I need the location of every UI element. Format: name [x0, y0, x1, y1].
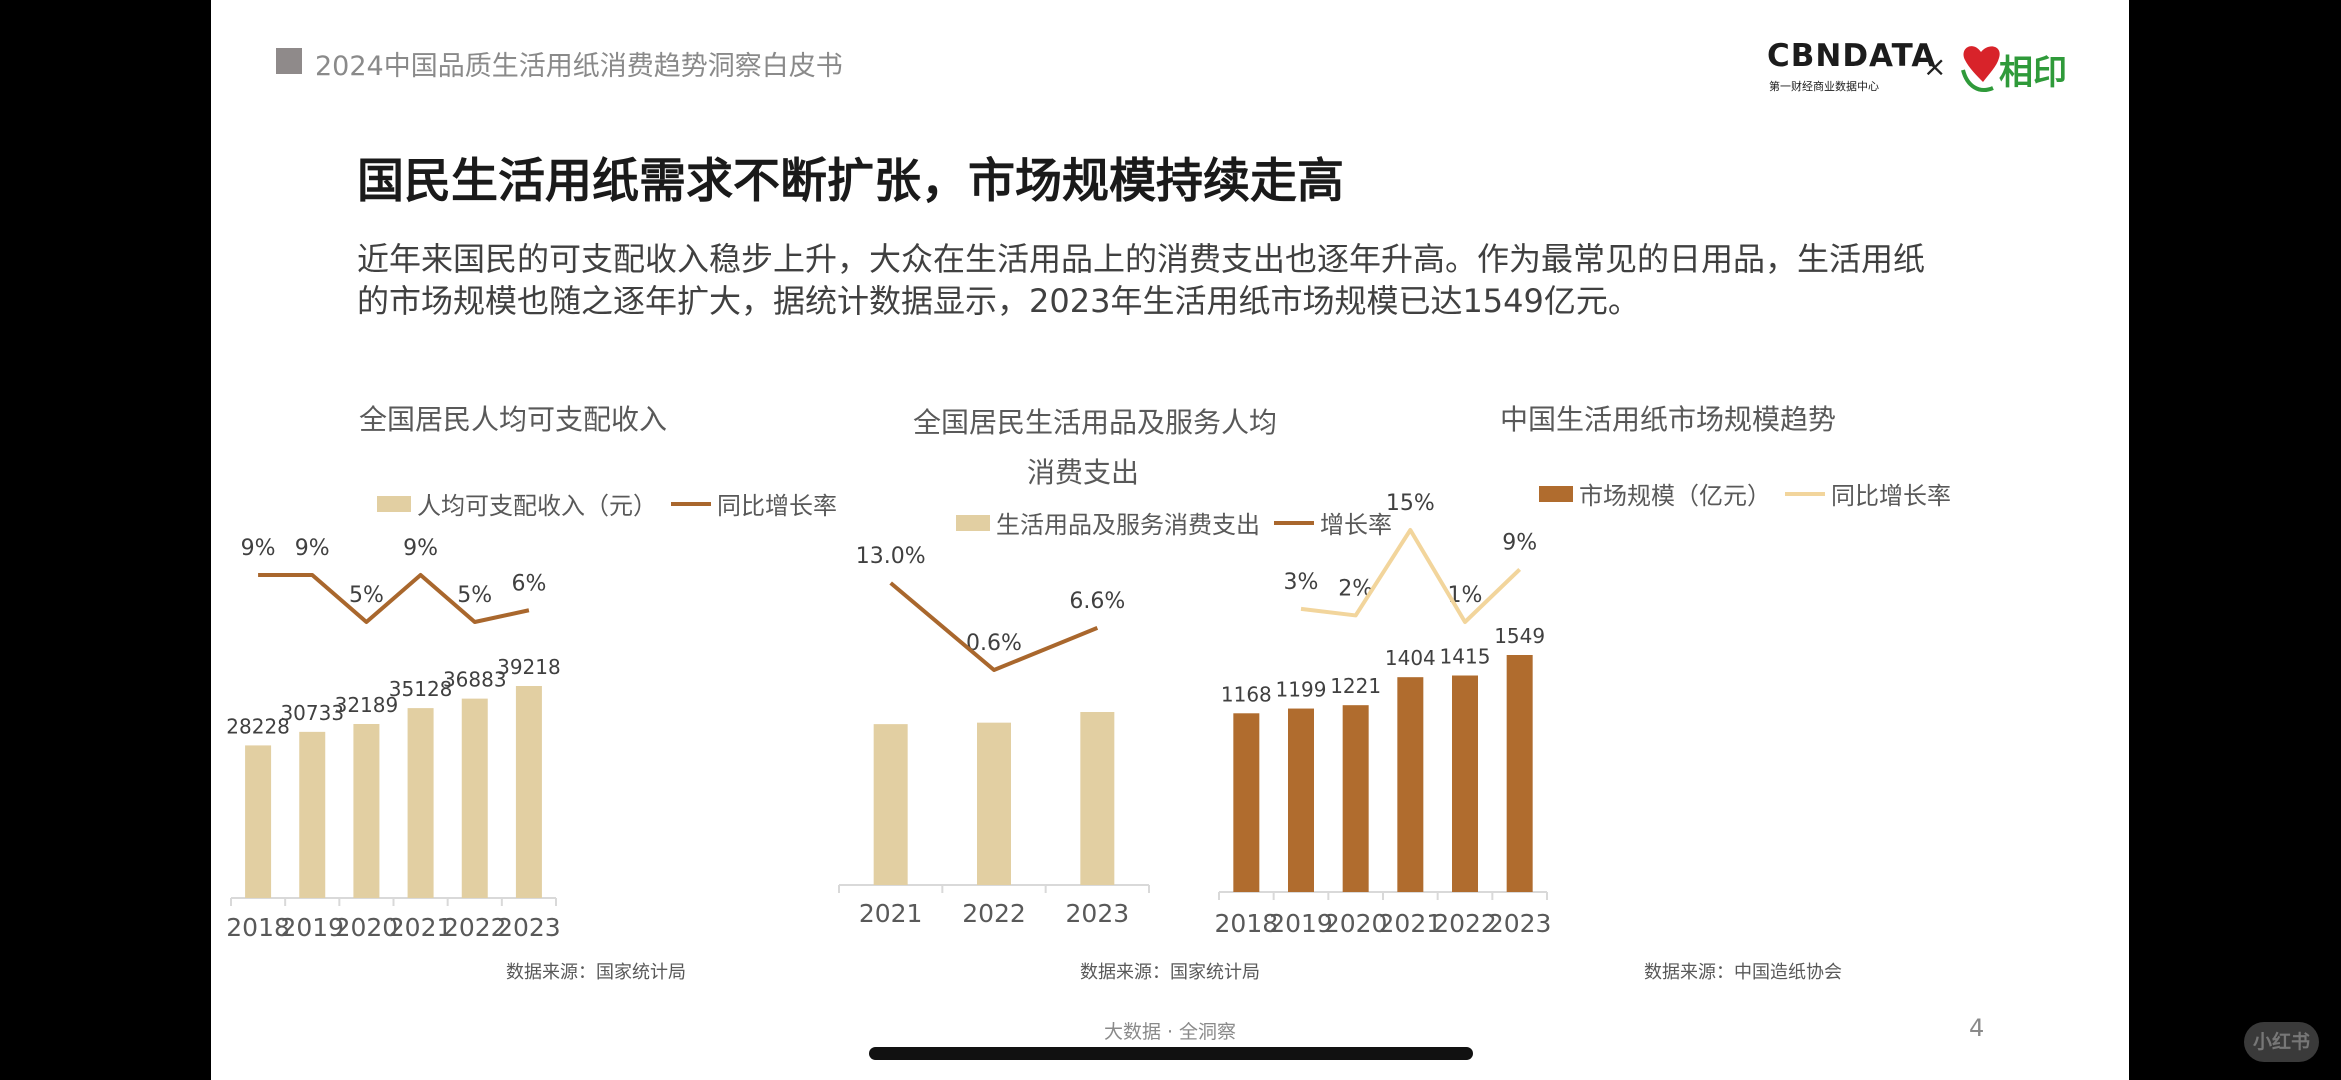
chart3-bar	[1342, 705, 1369, 892]
chart1-x-tick-label: 2019	[280, 913, 344, 942]
chart1-x-tick-label: 2020	[335, 913, 399, 942]
legend-swatch-line	[671, 501, 711, 506]
chart1-line-label: 9%	[403, 536, 438, 561]
chart1-x-tick-label: 2022	[443, 913, 507, 942]
chart2-x-tick-label: 2023	[1066, 899, 1130, 928]
chart2-line-series	[889, 581, 1099, 672]
chart3-bar-label: 1404	[1385, 646, 1436, 670]
chart2-bar	[977, 722, 1011, 885]
chart3-x-tick-label: 2018	[1215, 909, 1279, 938]
chart1-bar	[245, 745, 272, 898]
chart1-bar	[407, 708, 434, 898]
cbndata-logo: CBNDATA	[1767, 38, 1937, 74]
chart2-x-tick-label: 2022	[962, 899, 1026, 928]
chart1-source: 数据来源：国家统计局	[506, 962, 686, 983]
chart2-bar	[1080, 712, 1115, 885]
logo-separator: ×	[1923, 50, 1947, 83]
chart1-x-tick-label: 2023	[497, 913, 561, 942]
header-marker	[276, 48, 302, 74]
chart3-source: 数据来源：中国造纸协会	[1644, 962, 1842, 983]
chart1-line-label: 6%	[511, 571, 546, 596]
chart3-title: 中国生活用纸市场规模趋势	[1499, 403, 1836, 436]
chart1-legend: 人均可支配收入（元） 同比增长率	[377, 486, 837, 521]
chart3-x-tick-label: 2019	[1269, 909, 1333, 938]
legend-swatch-bar	[377, 495, 411, 512]
chart2-bar	[873, 724, 908, 885]
chart3-line-label: 9%	[1502, 530, 1537, 555]
intro-paragraph: 近年来国民的可支配收入稳步上升，大众在生活用品上的消费支出也逐年升高。作为最常见…	[357, 238, 1997, 322]
home-indicator-bar[interactable]	[869, 1047, 1473, 1060]
chart2-legend: 生活用品及服务消费支出 增长率	[956, 505, 1392, 540]
chart2-x-tick-label: 2021	[859, 899, 923, 928]
chart3-bar	[1452, 675, 1478, 892]
legend-label-line: 同比增长率	[1831, 482, 1951, 510]
chart1-bar-label: 36883	[443, 668, 507, 692]
chart1-line-label: 5%	[349, 583, 384, 608]
legend-label-line: 同比增长率	[717, 492, 837, 520]
chart1-bar-label: 39218	[497, 655, 561, 679]
chart1-line-series	[258, 573, 530, 624]
paragraph-line-1: 近年来国民的可支配收入稳步上升，大众在生活用品上的消费支出也逐年升高。作为最常见…	[357, 240, 1926, 278]
chart3-line-label: 3%	[1284, 570, 1319, 595]
chart2-line-label: 13.0%	[856, 544, 926, 569]
chart1-line-label: 9%	[295, 536, 330, 561]
logo-group: CBNDATA 第一财经商业数据中心 × 相印	[1767, 38, 2077, 98]
legend-swatch-line	[1785, 491, 1825, 496]
xinxiangyin-logo: 相印	[1961, 46, 2067, 93]
chart1-bar	[461, 698, 488, 898]
chart2-source: 数据来源：国家统计局	[1080, 962, 1260, 983]
legend-swatch-line	[1274, 520, 1314, 525]
report-title: 2024中国品质生活用纸消费趋势洞察白皮书	[315, 51, 843, 82]
chart1-bar	[515, 686, 542, 898]
slide: 2024中国品质生活用纸消费趋势洞察白皮书 CBNDATA 第一财经商业数据中心…	[211, 0, 2129, 1080]
chart3-bar-label: 1199	[1276, 678, 1327, 702]
chart3-bar-label: 1549	[1494, 624, 1545, 648]
chart3-bar	[1288, 708, 1314, 892]
chart2-title-line-1: 全国居民生活用品及服务人均	[913, 406, 1278, 439]
chart3-line-series	[1300, 528, 1522, 624]
legend-label-bar: 市场规模（亿元）	[1579, 482, 1771, 510]
chart3-legend: 市场规模（亿元） 同比增长率	[1539, 476, 1951, 511]
legend-label-bar: 人均可支配收入（元）	[417, 492, 657, 520]
slide-title: 国民生活用纸需求不断扩张，市场规模持续走高	[357, 154, 1344, 209]
chart1-x-tick-label: 2018	[226, 913, 290, 942]
xiaohongshu-watermark: 小红书	[2244, 1022, 2319, 1062]
chart3-x-tick-label: 2021	[1379, 909, 1443, 938]
legend-label-line: 增长率	[1320, 511, 1392, 539]
chart1-title: 全国居民人均可支配收入	[358, 403, 667, 436]
chart3-bar	[1397, 677, 1424, 892]
chart1-x-tick-label: 2021	[389, 913, 453, 942]
chart2-line-label: 6.6%	[1069, 589, 1125, 614]
chart3-x-tick-label: 2020	[1324, 909, 1388, 938]
chart1-bar-label: 30733	[280, 701, 344, 725]
chart1-line-label: 9%	[241, 536, 276, 561]
chart1-bar	[299, 731, 326, 898]
legend-swatch-bar	[956, 514, 990, 531]
svg-text:相印: 相印	[1999, 53, 2067, 93]
page-number: 4	[1969, 1014, 1985, 1042]
chart3-bar-label: 1221	[1330, 674, 1381, 698]
chart3-bar-label: 1168	[1221, 682, 1272, 706]
chart2-title: 全国居民生活用品及服务人均 消费支出	[913, 398, 1278, 498]
chart3-x-tick-label: 2023	[1488, 909, 1552, 938]
chart1-bar-label: 28228	[226, 714, 290, 738]
chart3-bar-label: 1415	[1440, 645, 1491, 669]
chart3-line-label: 15%	[1386, 491, 1435, 516]
cbndata-logo-subtitle: 第一财经商业数据中心	[1769, 80, 1879, 93]
chart3-bar	[1233, 713, 1260, 892]
chart1-bar-label: 35128	[389, 677, 453, 701]
paragraph-line-2: 的市场规模也随之逐年扩大，据统计数据显示，2023年生活用纸市场规模已达1549…	[357, 282, 1640, 320]
chart1-line-label: 5%	[457, 583, 492, 608]
slide-footer: 大数据 · 全洞察	[1103, 1021, 1237, 1043]
legend-swatch-bar	[1539, 485, 1573, 502]
legend-label-bar: 生活用品及服务消费支出	[996, 511, 1260, 539]
chart1-bar	[353, 723, 380, 898]
chart1-plot: 28228 2018 9% 30733 2019 9% 32189 2020 5% 35128 20…	[226, 491, 1552, 942]
chart3-x-tick-label: 2022	[1433, 909, 1497, 938]
chart2-title-line-2: 消费支出	[1026, 456, 1139, 489]
chart1-bar-label: 32189	[335, 693, 399, 717]
chart3-bar	[1506, 655, 1533, 892]
